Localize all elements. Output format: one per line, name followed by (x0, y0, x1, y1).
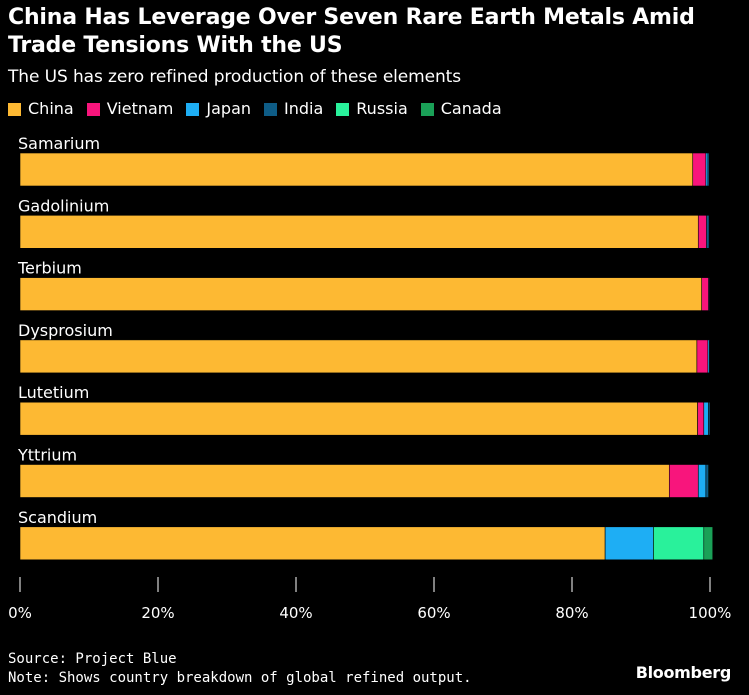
legend-swatch-china (8, 102, 21, 116)
bar-segment-scandium-russia (653, 526, 705, 561)
bar-segment-gadolinium-india (707, 215, 710, 249)
bar-segment-lutetium-japan (703, 401, 709, 436)
legend-swatch-vietnam (86, 102, 100, 116)
legend: China Vietnam Japan India Russia Canada (8, 98, 515, 120)
footnote: Note: Shows country breakdown of global … (8, 670, 472, 686)
bar-segment-samarium-china (19, 152, 694, 187)
bar-segment-samarium-japan (705, 152, 709, 187)
chart-title: China Has Leverage Over Seven Rare Earth… (8, 5, 695, 58)
bar-segment-yttrium-china (19, 464, 670, 498)
legend-label: India (284, 99, 324, 118)
legend-swatch-japan (186, 102, 200, 116)
category-label: Terbium (17, 259, 82, 278)
bar-segment-scandium-japan (604, 526, 654, 561)
legend-swatch-russia (336, 102, 350, 116)
x-tick-label: 20% (141, 604, 174, 622)
legend-swatch-india (264, 102, 278, 116)
bar-segment-yttrium-japan (697, 464, 707, 498)
source-note: Source: Project Blue (8, 651, 177, 667)
bar-segment-gadolinium-china (19, 215, 699, 249)
x-tick-label: 0% (8, 604, 32, 622)
chart-subtitle: The US has zero refined production of th… (8, 67, 461, 87)
bar-segment-dysprosium-vietnam (696, 339, 709, 374)
bar-segment-dysprosium-china (19, 339, 698, 374)
legend-label: Canada (440, 99, 502, 118)
x-tick-label: 100% (689, 604, 732, 622)
bar-segment-terbium-china (19, 277, 703, 311)
bar-segment-dysprosium-india (709, 339, 711, 374)
footer: Source: Project Blue Note: Shows country… (8, 650, 472, 688)
stacked-bar-chart: Samarium Gadolinium Terbium Dysprosium Lutet… (8, 134, 732, 622)
legend-item-vietnam: Vietnam (86, 98, 174, 120)
legend-item-india: India (264, 98, 323, 120)
category-label: Yttrium (17, 446, 77, 465)
x-tick-label: 60% (417, 604, 450, 622)
category-label: Samarium (18, 134, 100, 153)
legend-label: Russia (356, 99, 408, 118)
bar-segment-terbium-vietnam (701, 277, 709, 311)
bar-segment-samarium-vietnam (692, 152, 707, 187)
bloomberg-logo: Bloomberg (635, 663, 732, 682)
legend-item-japan: Japan (186, 98, 251, 120)
bar-segment-scandium-canada (703, 526, 714, 561)
legend-swatch-canada (420, 102, 434, 116)
category-label: Scandium (18, 508, 97, 527)
bar-segment-yttrium-india (705, 464, 709, 498)
bar-segment-lutetium-india (708, 401, 711, 436)
legend-item-russia: Russia (336, 98, 408, 120)
bar-segment-samarium-india (707, 152, 710, 187)
x-tick-label: 40% (279, 604, 312, 622)
legend-item-china: China (8, 98, 74, 120)
x-tick-label: 80% (555, 604, 588, 622)
legend-label: Vietnam (106, 99, 174, 118)
bar-segment-lutetium-vietnam (697, 401, 705, 436)
bar-segment-scandium-china (19, 526, 606, 561)
category-label: Gadolinium (18, 196, 109, 215)
legend-item-canada: Canada (420, 98, 502, 120)
bar-segment-lutetium-china (19, 401, 698, 436)
bar-segment-yttrium-vietnam (668, 464, 699, 498)
bar-segment-gadolinium-vietnam (697, 215, 707, 249)
legend-label: Japan (206, 99, 252, 118)
category-label: Lutetium (18, 383, 89, 402)
bar-segment-terbium-india (709, 277, 711, 311)
legend-label: China (28, 99, 74, 118)
category-label: Dysprosium (18, 321, 113, 340)
bar-segment-yttrium-russia (708, 464, 710, 498)
